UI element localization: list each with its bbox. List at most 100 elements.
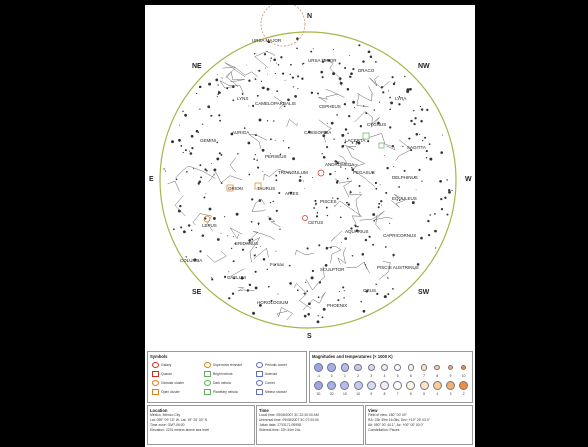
star xyxy=(419,133,421,135)
star xyxy=(344,168,346,170)
star xyxy=(336,161,339,165)
star xyxy=(199,164,202,167)
temperature-swatch xyxy=(432,381,442,390)
time-line: Julian date: 2733171.08998 xyxy=(259,423,301,427)
temperature-swatch xyxy=(353,381,363,390)
star xyxy=(296,47,298,50)
symbol-legend-item: Quasar xyxy=(152,371,172,377)
star xyxy=(392,82,396,86)
star xyxy=(306,247,309,250)
star xyxy=(317,92,319,95)
constellation-line xyxy=(206,251,227,263)
star xyxy=(296,289,299,292)
star xyxy=(298,179,302,182)
star xyxy=(266,268,269,271)
star xyxy=(184,149,187,152)
constellation-line xyxy=(327,245,342,264)
star xyxy=(223,275,227,279)
star xyxy=(434,213,436,215)
star xyxy=(349,75,352,79)
star xyxy=(245,64,247,66)
sky-chart[interactable]: URSA MAJOR URSA MINOR DRACO LYNX CAMELOPARDA… xyxy=(145,5,475,343)
star xyxy=(177,209,181,213)
view-line: Field of view: 180° 00' 00" xyxy=(368,413,408,417)
constellation-label: DELPHINUS xyxy=(392,175,418,180)
star xyxy=(248,79,251,82)
star xyxy=(302,180,304,182)
star xyxy=(190,229,193,232)
star xyxy=(258,118,262,122)
star xyxy=(421,180,423,182)
star xyxy=(254,78,257,80)
star xyxy=(207,105,211,109)
star xyxy=(336,114,338,116)
star xyxy=(384,155,385,157)
star xyxy=(406,90,410,93)
star xyxy=(318,244,321,247)
symbol-legend-label: Comet xyxy=(265,380,275,385)
star xyxy=(418,168,421,171)
time-panel: Time Local time: 09/08/2007 3C 22:30:00 … xyxy=(256,405,364,445)
star xyxy=(312,48,314,50)
star xyxy=(190,134,194,138)
star xyxy=(272,200,274,203)
direction-southwest: SW xyxy=(418,289,430,296)
star xyxy=(262,170,264,172)
constellation-line xyxy=(228,268,245,278)
star xyxy=(352,68,355,71)
direction-north: N xyxy=(307,13,313,20)
star xyxy=(198,85,202,89)
constellation-line xyxy=(237,287,255,292)
star xyxy=(210,163,212,165)
magnitude-swatch xyxy=(380,363,389,372)
comet2-icon xyxy=(256,380,263,386)
star xyxy=(250,221,253,223)
star xyxy=(334,160,337,163)
star xyxy=(231,292,235,295)
star xyxy=(402,145,404,148)
star xyxy=(175,178,178,181)
meteor-icon xyxy=(256,389,263,395)
star xyxy=(179,124,181,126)
deep-sky-objects xyxy=(203,132,385,223)
star xyxy=(182,110,184,113)
star xyxy=(326,146,329,149)
star xyxy=(315,215,319,218)
open-cluster-icon xyxy=(226,184,234,192)
star xyxy=(344,128,348,131)
star xyxy=(340,166,342,168)
star xyxy=(415,189,417,191)
star xyxy=(414,176,416,178)
star xyxy=(322,307,326,311)
constellation-line xyxy=(346,261,370,274)
star xyxy=(387,293,390,296)
magnitude-swatch xyxy=(394,364,402,371)
star xyxy=(261,86,264,89)
star xyxy=(389,96,391,99)
star xyxy=(180,226,183,229)
star xyxy=(321,76,324,79)
constellation-line xyxy=(229,157,237,173)
star xyxy=(178,138,181,142)
constellation-label: LYRA xyxy=(395,96,406,101)
symbol-legend-item: Planetary nebula xyxy=(204,389,238,395)
star xyxy=(373,109,376,111)
star xyxy=(398,103,401,106)
star xyxy=(234,243,236,245)
star xyxy=(264,67,266,69)
star xyxy=(232,85,235,89)
star xyxy=(429,214,431,216)
location-line: Time zone: GMT-06:00 xyxy=(150,423,185,427)
star xyxy=(313,207,315,209)
constellation-label: TAURUS xyxy=(257,186,275,191)
star xyxy=(193,258,197,261)
star xyxy=(357,141,361,145)
star xyxy=(267,73,268,75)
star xyxy=(342,286,345,289)
star xyxy=(358,184,361,188)
star xyxy=(282,140,284,142)
magnitude-swatch xyxy=(461,364,467,371)
star xyxy=(248,283,252,287)
constellation-line xyxy=(226,71,245,83)
star xyxy=(320,70,323,74)
